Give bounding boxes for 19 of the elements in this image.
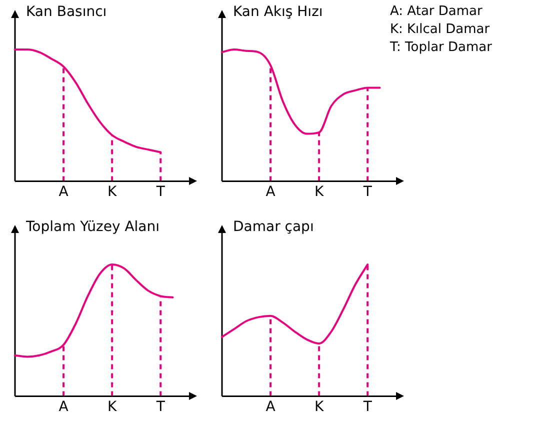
x-tick-label: K: [314, 184, 324, 200]
x-tick-label: K: [314, 399, 324, 416]
x-tick-label: T: [362, 184, 372, 200]
x-tick-label: K: [107, 184, 118, 200]
text: K: Kılcal Damar: [390, 21, 491, 39]
x-tick-label: A: [58, 184, 69, 200]
x-tick-label: A: [58, 399, 69, 416]
chart-title: Damar çapı: [233, 219, 314, 236]
annotation: T: Toplar Damar: [390, 39, 492, 57]
x-tick-label: T: [155, 184, 166, 200]
x-tick-label: A: [266, 399, 276, 416]
chart-title: Toplam Yüzey Alanı: [26, 219, 160, 236]
x-tick-label: T: [362, 399, 372, 416]
text: A: Atar Damar: [390, 3, 484, 21]
chart-title: Kan Akış Hızı: [233, 4, 323, 21]
x-tick-label: A: [266, 184, 276, 200]
x-tick-label: K: [107, 399, 118, 416]
chart-title: Kan Basıncı: [26, 4, 107, 21]
x-tick-label: T: [155, 399, 166, 416]
